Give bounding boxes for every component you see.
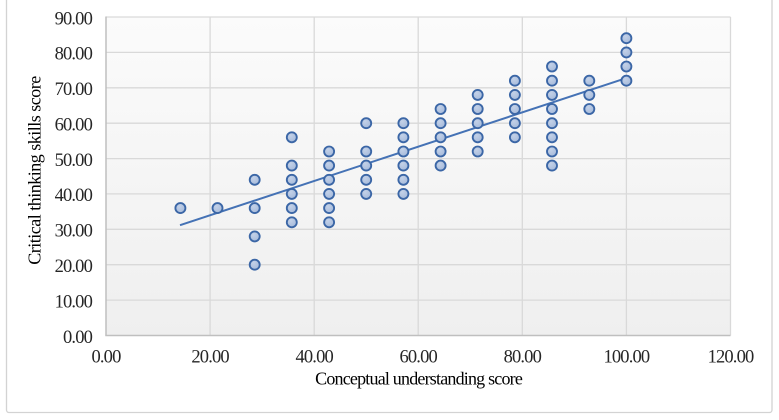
svg-text:80.00: 80.00 — [504, 348, 542, 368]
svg-text:70.00: 70.00 — [55, 80, 93, 100]
svg-text:0.00: 0.00 — [92, 348, 122, 368]
svg-text:40.00: 40.00 — [296, 348, 334, 368]
svg-text:0.00: 0.00 — [63, 328, 93, 348]
svg-text:30.00: 30.00 — [55, 222, 93, 242]
svg-text:90.00: 90.00 — [55, 9, 93, 29]
svg-text:120.00: 120.00 — [708, 348, 754, 368]
svg-text:Critical thinking skills score: Critical thinking skills score — [25, 76, 45, 265]
svg-text:20.00: 20.00 — [55, 257, 93, 277]
svg-text:80.00: 80.00 — [55, 45, 93, 65]
svg-text:60.00: 60.00 — [400, 348, 438, 368]
svg-text:60.00: 60.00 — [55, 116, 93, 136]
svg-text:40.00: 40.00 — [55, 186, 93, 206]
svg-text:100.00: 100.00 — [604, 348, 650, 368]
svg-text:50.00: 50.00 — [55, 151, 93, 171]
svg-text:10.00: 10.00 — [55, 292, 93, 312]
svg-text:Conceptual understanding score: Conceptual understanding score — [315, 369, 523, 389]
svg-text:20.00: 20.00 — [191, 348, 229, 368]
